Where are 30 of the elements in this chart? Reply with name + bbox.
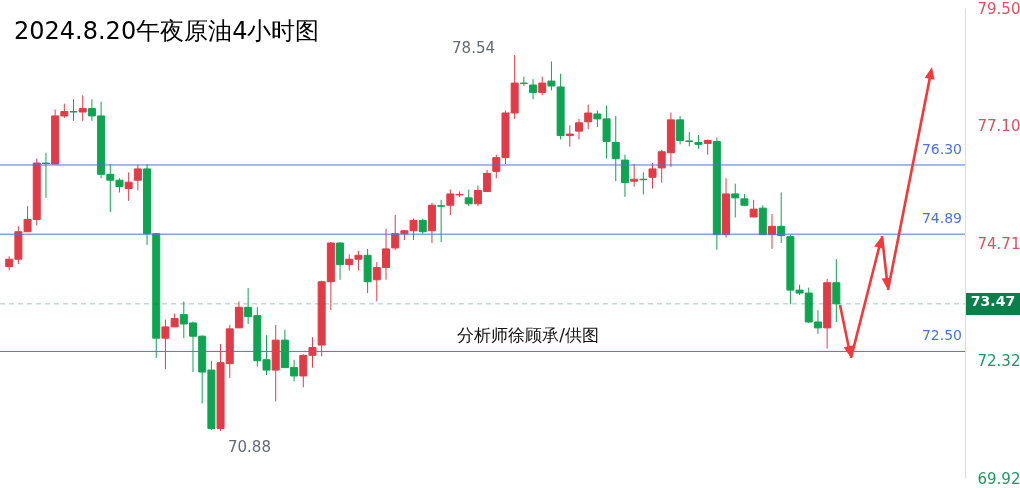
candlestick bbox=[832, 258, 841, 323]
candlestick bbox=[575, 118, 583, 140]
y-tick-label: 72.32 bbox=[977, 351, 1020, 370]
ref-line-label: 76.30 bbox=[921, 140, 962, 157]
candlestick bbox=[611, 115, 620, 182]
chart-title: 2024.8.20午夜原油4小时图 bbox=[14, 17, 320, 45]
candlestick bbox=[437, 199, 446, 243]
candlestick bbox=[538, 76, 547, 96]
ref-line-label: 73.47 bbox=[966, 292, 1020, 315]
candlestick bbox=[124, 171, 133, 202]
candlestick bbox=[529, 78, 538, 100]
ref-line-label: 74.89 bbox=[921, 210, 962, 227]
candlestick bbox=[584, 104, 593, 130]
y-tick-label: 79.50 bbox=[977, 0, 1020, 18]
candlestick bbox=[78, 94, 87, 122]
y-tick-label: 77.10 bbox=[977, 117, 1020, 136]
y-tick-label: 74.71 bbox=[977, 234, 1020, 253]
candlestick bbox=[69, 98, 78, 122]
y-tick-label: 69.92 bbox=[977, 469, 1020, 488]
annotation: 70.88 bbox=[228, 438, 271, 456]
candlestick bbox=[630, 163, 639, 188]
candlestick bbox=[41, 152, 50, 199]
ref-line-label: 72.50 bbox=[921, 327, 962, 344]
candlestick bbox=[336, 241, 345, 281]
annotation: 78.54 bbox=[452, 39, 495, 57]
candlestick bbox=[620, 154, 629, 198]
annotation: 分析师徐顾承/供图 bbox=[457, 325, 599, 345]
candlestick bbox=[133, 164, 142, 192]
candlestick bbox=[565, 124, 574, 148]
candlestick bbox=[519, 76, 528, 87]
